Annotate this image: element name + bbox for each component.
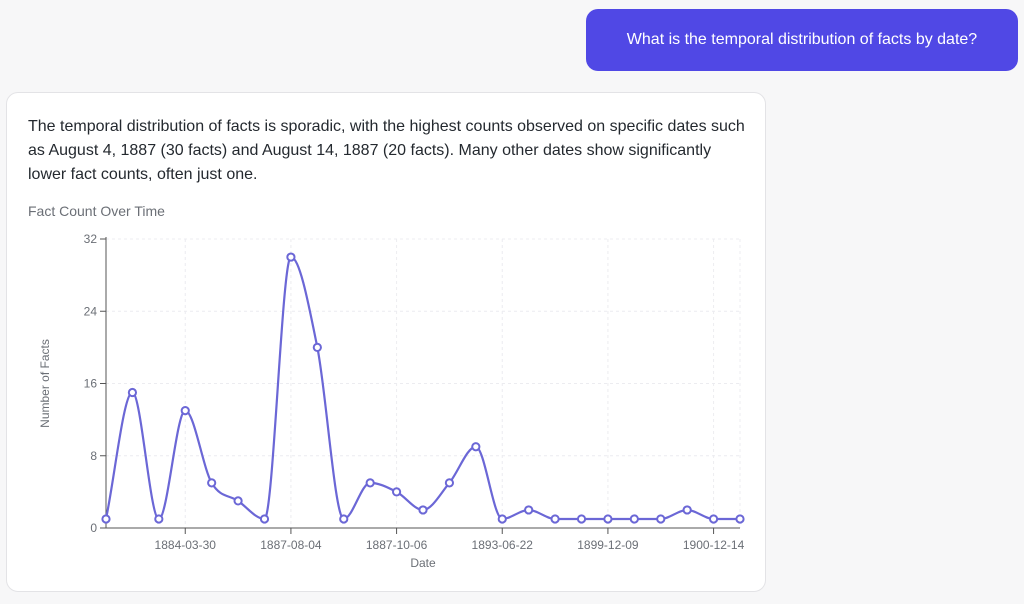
x-axis-title: Date (410, 556, 436, 570)
data-point (656, 514, 666, 524)
assistant-message-text: The temporal distribution of facts is sp… (28, 118, 745, 183)
chart-grid (106, 238, 741, 528)
data-point (550, 514, 560, 524)
data-point (708, 514, 719, 524)
data-point (154, 514, 164, 524)
data-point (629, 514, 639, 524)
user-message-text: What is the temporal distribution of fac… (626, 31, 978, 48)
chart-series (101, 252, 745, 524)
data-point (576, 514, 587, 524)
data-point (339, 514, 349, 524)
data-point (233, 496, 243, 506)
y-axis-title: Number of Facts (38, 339, 52, 428)
data-point (180, 405, 190, 416)
x-tick-label: 1899-12-09 (577, 538, 639, 552)
chart-title: Fact Count Over Time (28, 203, 165, 219)
x-tick-label: 1887-08-04 (260, 538, 322, 552)
data-point (101, 514, 111, 524)
y-tick-label: 8 (90, 449, 97, 463)
data-point (286, 252, 296, 262)
data-point (391, 487, 402, 497)
data-point (127, 387, 138, 398)
series-line (104, 255, 740, 521)
x-tick-label: 1887-10-06 (366, 538, 428, 552)
chart-labels: 0 8 16 24 32 1884-03-30 1887-08-04 1887-10-06 18… (38, 232, 745, 570)
x-tick-label: 1893-06-22 (472, 538, 534, 552)
data-point (418, 505, 428, 515)
data-point (603, 514, 613, 524)
data-point (312, 342, 322, 352)
data-point (471, 442, 481, 452)
y-tick-label: 24 (84, 304, 98, 318)
x-tick-label: 1884-03-30 (155, 538, 217, 552)
y-tick-label: 0 (90, 521, 97, 535)
data-point (735, 514, 745, 524)
assistant-message-card: The temporal distribution of facts is sp… (6, 92, 766, 592)
data-point (207, 478, 217, 488)
x-tick-label: 1900-12-14 (683, 538, 745, 552)
data-point (259, 514, 270, 524)
data-point (365, 478, 375, 488)
y-tick-label: 32 (84, 232, 98, 246)
data-point (444, 478, 455, 488)
data-point (524, 505, 534, 515)
line-chart: 0 8 16 24 32 1884-03-30 1887-08-04 1887-10-06 18… (38, 232, 745, 570)
y-tick-label: 16 (84, 377, 98, 391)
chart-axes (100, 237, 740, 534)
user-message-bubble: What is the temporal distribution of fac… (586, 9, 1018, 71)
data-point (497, 514, 507, 524)
data-point (682, 505, 692, 515)
